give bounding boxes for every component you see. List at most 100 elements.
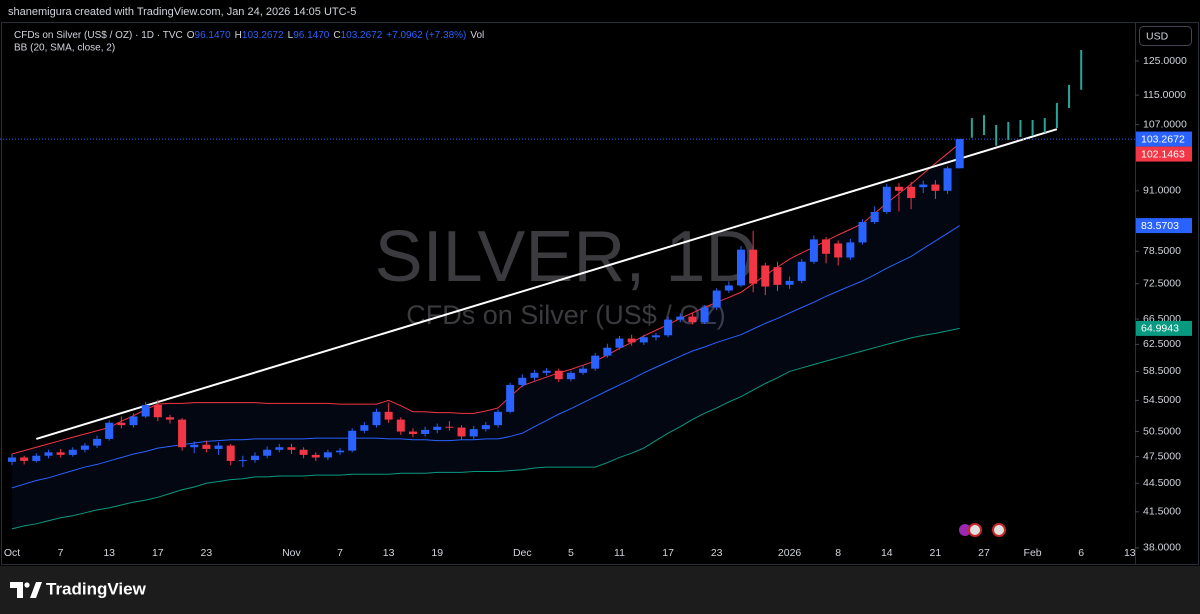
candle-body: [311, 454, 320, 458]
logo-mark: [10, 582, 23, 598]
band-line: [11, 143, 961, 455]
candle-body: [761, 265, 770, 287]
credit: shanemigura created with TradingView.com…: [8, 6, 356, 18]
x-tick-label: 13: [1124, 547, 1136, 559]
x-tick-label: 17: [152, 547, 164, 559]
candle-body: [530, 372, 539, 378]
candle-body: [165, 417, 174, 420]
legend-line: CFDs on Silver (US$ / OZ) · 1D · TVC O96.…: [14, 30, 484, 41]
event-icon: [968, 523, 982, 537]
candle-body: [202, 444, 211, 449]
chart-frame: [1, 22, 1199, 565]
candle-body: [579, 368, 588, 373]
x-tick-label: 19: [431, 547, 443, 559]
band-line: [11, 327, 960, 530]
candle-body: [287, 447, 296, 450]
legend-value: 103.2672: [341, 30, 383, 41]
candle-body: [93, 438, 102, 446]
x-tick-label: Oct: [4, 547, 20, 559]
y-tick-label: 58.5000: [1143, 365, 1181, 377]
currency-label[interactable]: USD: [1146, 30, 1169, 42]
candle-body: [688, 316, 697, 323]
indicator-label: BB (20, SMA, close, 2): [14, 43, 115, 54]
candle-body: [384, 411, 393, 420]
candle-body: [226, 445, 235, 461]
candle-body: [494, 411, 502, 426]
trendline: [36, 128, 1058, 440]
candle-body: [700, 307, 709, 323]
candle-body: [457, 427, 466, 437]
x-tick-label: 14: [881, 547, 893, 559]
x-tick-label: 5: [568, 547, 574, 559]
candle-body: [360, 425, 369, 431]
candle-body: [348, 430, 357, 451]
candle-body: [129, 416, 138, 426]
candle-body: [749, 249, 758, 284]
y-tick-label: 115.0000: [1143, 89, 1186, 101]
watermark-description: CFDs on Silver (US$ / OZ): [406, 300, 726, 330]
legend-label: C: [333, 30, 340, 41]
candle-body: [591, 355, 600, 369]
x-tick-label: 17: [662, 547, 674, 559]
event-icon: [959, 524, 971, 536]
currency-button[interactable]: USD: [1139, 26, 1192, 46]
y-tick-label: 38.0000: [1143, 542, 1181, 554]
legend-value: 103.2672: [242, 30, 284, 41]
candle-body: [299, 449, 308, 455]
event-icon: [992, 523, 1006, 537]
currency-button-frame[interactable]: [1139, 26, 1192, 46]
watermark-symbol: SILVER, 1D: [375, 217, 758, 297]
x-tick-label: 7: [337, 547, 343, 559]
candle-body: [214, 445, 223, 449]
price-badge: [1136, 146, 1192, 162]
y-tick-label: 62.5000: [1143, 338, 1181, 350]
candle-body: [141, 404, 150, 417]
candle-body: [639, 337, 648, 343]
legend-label: L: [288, 30, 294, 41]
candle-body: [421, 429, 430, 434]
x-tick-label: 8: [835, 547, 841, 559]
y-tick-label: 91.0000: [1143, 185, 1181, 197]
candle-body: [785, 280, 794, 285]
band-line: [11, 225, 960, 489]
candle-body: [20, 457, 29, 461]
legend-symbol: CFDs on Silver (US$ / OZ) · 1D · TVC: [14, 30, 183, 41]
candle-body: [445, 426, 454, 428]
price-badge-label: 83.5703: [1141, 220, 1179, 232]
candle-body: [664, 319, 673, 336]
candle-body: [919, 184, 928, 188]
candle-body: [627, 338, 636, 343]
y-tick-label: 41.5000: [1143, 506, 1181, 518]
price-badge-label: 103.2672: [1141, 133, 1185, 145]
candle-body: [846, 242, 855, 258]
candle-body: [773, 267, 782, 285]
candle-body: [105, 422, 114, 439]
candle-body: [68, 449, 77, 455]
y-tick-label: 125.0000: [1143, 55, 1187, 67]
candle-body: [117, 422, 126, 426]
candle-body: [153, 404, 162, 418]
legend-value: 96.1470: [293, 30, 330, 41]
legend-value: 96.1470: [195, 30, 232, 41]
watermark: SILVER, 1D CFDs on Silver (US$ / OZ): [375, 217, 758, 330]
candle-body: [797, 261, 806, 281]
candle-body: [858, 222, 867, 243]
candle-body: [433, 426, 442, 430]
candle-body: [931, 184, 940, 191]
footer: [0, 566, 1200, 614]
price-axis: 125.0000 115.0000 107.0000 91.0000 78.5000 72…: [1135, 55, 1192, 554]
x-tick-label: 6: [1078, 547, 1084, 559]
y-tick-label: 78.5000: [1143, 245, 1181, 257]
candle-body: [603, 347, 612, 356]
x-tick-label: Dec: [513, 547, 532, 559]
candle-body: [396, 419, 405, 432]
candle-body: [323, 452, 332, 458]
x-tick-label: Feb: [1024, 547, 1042, 559]
candle-body: [724, 285, 733, 291]
candle-body: [8, 457, 16, 462]
candle-body: [615, 338, 624, 348]
logo-mark: [30, 582, 42, 598]
x-tick-label: Nov: [282, 547, 301, 559]
